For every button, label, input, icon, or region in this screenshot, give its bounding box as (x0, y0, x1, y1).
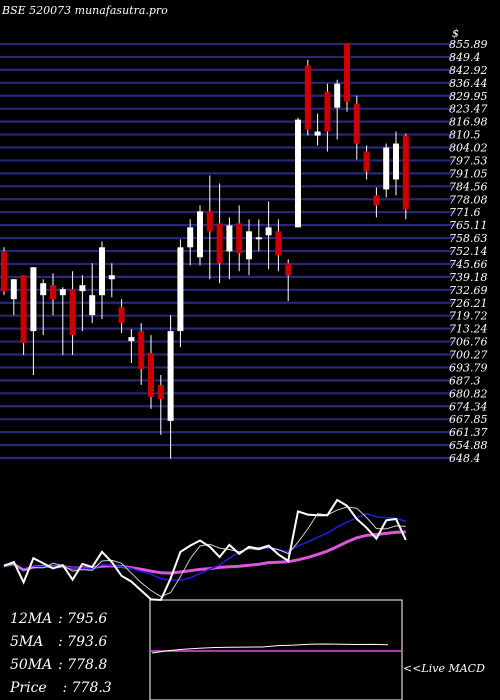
y-tick-label: 752.14 (449, 245, 488, 258)
y-tick-label: 758.63 (449, 232, 488, 245)
candle-down (275, 231, 282, 256)
y-tick-label: 719.72 (449, 310, 488, 323)
candle-up (187, 227, 194, 248)
candle-up (30, 267, 37, 332)
candle-down (373, 195, 380, 206)
y-tick-label: 804.02 (449, 142, 488, 155)
y-tick-label: 700.27 (449, 349, 488, 362)
candle-down (148, 353, 154, 397)
candle-down (363, 151, 370, 172)
y-tick-label: 732.69 (449, 284, 488, 297)
macd-label: <<Live MACD (403, 662, 485, 675)
candle-up (246, 231, 252, 260)
ma50-label: 50MA: 778.8 (10, 657, 108, 673)
candle-up (167, 331, 174, 421)
y-tick-label: 823.47 (449, 103, 488, 116)
candle-down (118, 307, 125, 324)
candle-down (402, 135, 409, 210)
candle-up (265, 227, 272, 236)
candle-up (314, 131, 321, 136)
y-tick-label: 667.85 (449, 413, 488, 426)
y-tick-label: 836.44 (449, 77, 488, 90)
ma5-label: 5MA: 793.6 (10, 634, 108, 650)
candle-down (1, 251, 7, 292)
candle-down (206, 211, 213, 232)
candle-up (177, 247, 184, 332)
candle-up (128, 337, 135, 342)
candle-down (344, 43, 350, 102)
candle-down (50, 285, 56, 300)
y-tick-label: 745.66 (449, 258, 488, 271)
y-tick-label: 810.5 (449, 129, 481, 142)
y-tick-label: 791.05 (449, 167, 488, 180)
y-tick-label: 842.92 (449, 64, 488, 77)
y-tick-label: 648.4 (449, 452, 481, 465)
candle-up (79, 285, 86, 292)
candle-up (99, 247, 105, 296)
candle-down (353, 103, 360, 144)
candle-down (138, 331, 145, 370)
price-label: Price : 778.3 (10, 680, 112, 696)
macd-line (151, 643, 389, 654)
ma12-label: 12MA: 795.6 (10, 611, 108, 627)
candle-up (59, 289, 66, 296)
candle-up (334, 83, 341, 108)
y-tick-label: 816.98 (449, 116, 488, 129)
candle-down (216, 223, 223, 264)
mid-ma-line (3, 512, 407, 581)
y-tick-label: 687.3 (449, 374, 481, 387)
y-tick-label: 726.21 (449, 297, 488, 310)
candle-down (285, 263, 292, 276)
y-tick-label: 654.88 (449, 439, 488, 452)
candle-up (226, 225, 233, 252)
y-tick-label: 713.24 (449, 323, 488, 336)
y-tick-label: 739.18 (449, 271, 488, 284)
short-ma-line (3, 506, 406, 598)
candle-up (197, 211, 203, 258)
currency-symbol: $ (452, 27, 459, 40)
candle-up (108, 275, 115, 280)
candle-down (324, 91, 331, 132)
candle-down (69, 289, 76, 336)
candle-up (89, 295, 96, 316)
candle-up (295, 119, 301, 228)
y-tick-label: 680.82 (449, 387, 488, 400)
candle-up (10, 279, 17, 300)
y-tick-label: 765.11 (449, 219, 488, 232)
price-line (3, 498, 407, 602)
y-tick-label: 778.08 (449, 193, 488, 206)
y-tick-label: 706.76 (449, 336, 488, 349)
candle-down (304, 65, 311, 130)
candle-up (40, 283, 47, 296)
candle-up (383, 147, 390, 190)
chart-title: BSE 520073 munafasutra.pro (2, 4, 168, 17)
y-tick-label: 855.89 (449, 38, 488, 51)
y-tick-label: 797.53 (449, 154, 488, 167)
candle-down (236, 223, 243, 254)
y-tick-label: 849.4 (449, 51, 481, 64)
candle-down (20, 275, 27, 344)
candle-up (255, 237, 262, 240)
y-tick-label: 661.37 (449, 426, 488, 439)
y-tick-label: 829.95 (449, 90, 488, 103)
candle-up (393, 143, 399, 180)
y-tick-label: 693.79 (449, 361, 488, 374)
macd-box (149, 599, 403, 700)
candle-down (157, 384, 164, 399)
y-tick-label: 771.6 (449, 206, 481, 219)
y-tick-label: 784.56 (449, 180, 488, 193)
y-tick-label: 674.34 (449, 400, 488, 413)
